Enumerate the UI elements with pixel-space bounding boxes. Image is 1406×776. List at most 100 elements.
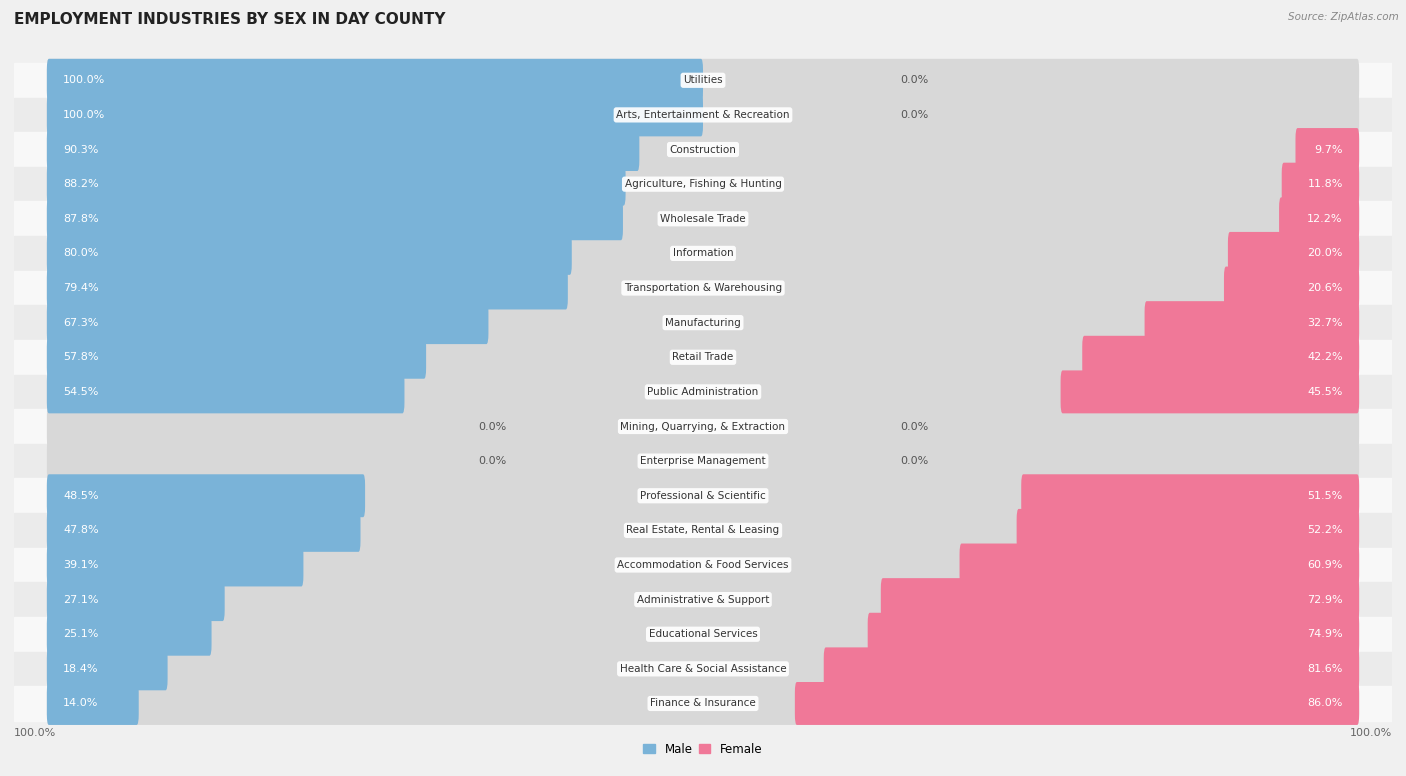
Text: 57.8%: 57.8% (63, 352, 98, 362)
Bar (14, 652, 1392, 686)
FancyBboxPatch shape (46, 336, 1360, 379)
Bar (14, 236, 1392, 271)
FancyBboxPatch shape (1225, 266, 1360, 310)
FancyBboxPatch shape (1144, 301, 1360, 344)
Text: 79.4%: 79.4% (63, 283, 98, 293)
FancyBboxPatch shape (46, 93, 1360, 137)
Text: 0.0%: 0.0% (900, 75, 928, 85)
FancyBboxPatch shape (46, 370, 1360, 414)
Text: 20.0%: 20.0% (1308, 248, 1343, 258)
Text: 11.8%: 11.8% (1308, 179, 1343, 189)
Bar (14, 271, 1392, 305)
FancyBboxPatch shape (46, 440, 1360, 483)
FancyBboxPatch shape (1021, 474, 1360, 518)
Text: 51.5%: 51.5% (1308, 490, 1343, 501)
Bar (14, 513, 1392, 548)
Text: 0.0%: 0.0% (900, 110, 928, 120)
Text: 88.2%: 88.2% (63, 179, 98, 189)
Text: 100.0%: 100.0% (1350, 729, 1392, 739)
FancyBboxPatch shape (46, 647, 167, 691)
Bar (14, 202, 1392, 236)
FancyBboxPatch shape (46, 509, 360, 552)
FancyBboxPatch shape (46, 682, 139, 725)
FancyBboxPatch shape (868, 613, 1360, 656)
Text: 81.6%: 81.6% (1308, 663, 1343, 674)
Bar (14, 98, 1392, 132)
Text: 52.2%: 52.2% (1308, 525, 1343, 535)
Text: 60.9%: 60.9% (1308, 560, 1343, 570)
FancyBboxPatch shape (46, 197, 623, 241)
Text: 90.3%: 90.3% (63, 144, 98, 154)
Text: EMPLOYMENT INDUSTRIES BY SEX IN DAY COUNTY: EMPLOYMENT INDUSTRIES BY SEX IN DAY COUN… (14, 12, 446, 26)
Text: 54.5%: 54.5% (63, 387, 98, 397)
FancyBboxPatch shape (46, 578, 1360, 621)
Text: 0.0%: 0.0% (900, 421, 928, 431)
FancyBboxPatch shape (1060, 370, 1360, 414)
Text: 100.0%: 100.0% (14, 729, 56, 739)
FancyBboxPatch shape (1227, 232, 1360, 275)
Bar (14, 63, 1392, 98)
Text: Source: ZipAtlas.com: Source: ZipAtlas.com (1288, 12, 1399, 22)
FancyBboxPatch shape (46, 682, 1360, 725)
FancyBboxPatch shape (46, 59, 1360, 102)
Text: 74.9%: 74.9% (1308, 629, 1343, 639)
Text: Enterprise Management: Enterprise Management (640, 456, 766, 466)
FancyBboxPatch shape (1017, 509, 1360, 552)
Text: Educational Services: Educational Services (648, 629, 758, 639)
FancyBboxPatch shape (46, 474, 1360, 518)
FancyBboxPatch shape (46, 543, 304, 587)
Text: Retail Trade: Retail Trade (672, 352, 734, 362)
Bar (14, 444, 1392, 479)
FancyBboxPatch shape (46, 301, 1360, 344)
Text: 100.0%: 100.0% (63, 110, 105, 120)
Text: Accommodation & Food Services: Accommodation & Food Services (617, 560, 789, 570)
FancyBboxPatch shape (46, 59, 703, 102)
FancyBboxPatch shape (880, 578, 1360, 621)
Text: Wholesale Trade: Wholesale Trade (661, 213, 745, 223)
Legend: Male, Female: Male, Female (638, 738, 768, 760)
Bar (14, 582, 1392, 617)
FancyBboxPatch shape (46, 543, 1360, 587)
Bar (14, 375, 1392, 409)
FancyBboxPatch shape (1295, 128, 1360, 171)
Text: 80.0%: 80.0% (63, 248, 98, 258)
Bar (14, 167, 1392, 202)
Text: 25.1%: 25.1% (63, 629, 98, 639)
FancyBboxPatch shape (46, 128, 1360, 171)
Bar (14, 686, 1392, 721)
FancyBboxPatch shape (46, 509, 1360, 552)
FancyBboxPatch shape (1083, 336, 1360, 379)
Bar (14, 409, 1392, 444)
Text: 20.6%: 20.6% (1308, 283, 1343, 293)
Text: 48.5%: 48.5% (63, 490, 98, 501)
FancyBboxPatch shape (959, 543, 1360, 587)
Text: 100.0%: 100.0% (63, 75, 105, 85)
Text: Arts, Entertainment & Recreation: Arts, Entertainment & Recreation (616, 110, 790, 120)
Text: Finance & Insurance: Finance & Insurance (650, 698, 756, 708)
Text: 0.0%: 0.0% (900, 456, 928, 466)
FancyBboxPatch shape (46, 163, 626, 206)
FancyBboxPatch shape (1282, 163, 1360, 206)
Text: Administrative & Support: Administrative & Support (637, 594, 769, 605)
Text: 67.3%: 67.3% (63, 317, 98, 327)
Text: 45.5%: 45.5% (1308, 387, 1343, 397)
FancyBboxPatch shape (46, 266, 568, 310)
Bar (14, 617, 1392, 652)
FancyBboxPatch shape (46, 647, 1360, 691)
Text: Utilities: Utilities (683, 75, 723, 85)
Text: 39.1%: 39.1% (63, 560, 98, 570)
FancyBboxPatch shape (46, 613, 211, 656)
Text: 0.0%: 0.0% (478, 456, 506, 466)
FancyBboxPatch shape (46, 405, 1360, 448)
Text: 42.2%: 42.2% (1308, 352, 1343, 362)
FancyBboxPatch shape (46, 301, 488, 344)
FancyBboxPatch shape (46, 232, 572, 275)
Text: 0.0%: 0.0% (478, 421, 506, 431)
Text: Mining, Quarrying, & Extraction: Mining, Quarrying, & Extraction (620, 421, 786, 431)
Text: Construction: Construction (669, 144, 737, 154)
FancyBboxPatch shape (46, 336, 426, 379)
Bar (14, 340, 1392, 375)
Text: 87.8%: 87.8% (63, 213, 98, 223)
FancyBboxPatch shape (1279, 197, 1360, 241)
Text: 32.7%: 32.7% (1308, 317, 1343, 327)
